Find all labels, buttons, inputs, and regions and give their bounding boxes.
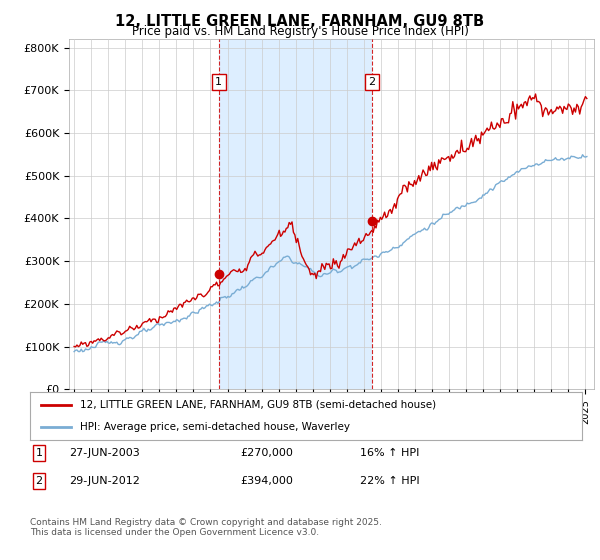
Text: £270,000: £270,000 bbox=[240, 448, 293, 458]
Text: Contains HM Land Registry data © Crown copyright and database right 2025.
This d: Contains HM Land Registry data © Crown c… bbox=[30, 518, 382, 538]
Text: Price paid vs. HM Land Registry's House Price Index (HPI): Price paid vs. HM Land Registry's House … bbox=[131, 25, 469, 38]
Text: 2: 2 bbox=[368, 77, 376, 87]
Text: 22% ↑ HPI: 22% ↑ HPI bbox=[360, 476, 419, 486]
Text: HPI: Average price, semi-detached house, Waverley: HPI: Average price, semi-detached house,… bbox=[80, 422, 350, 432]
Text: 27-JUN-2003: 27-JUN-2003 bbox=[69, 448, 140, 458]
Text: 12, LITTLE GREEN LANE, FARNHAM, GU9 8TB (semi-detached house): 12, LITTLE GREEN LANE, FARNHAM, GU9 8TB … bbox=[80, 400, 436, 410]
Text: 2: 2 bbox=[35, 476, 43, 486]
Text: 12, LITTLE GREEN LANE, FARNHAM, GU9 8TB: 12, LITTLE GREEN LANE, FARNHAM, GU9 8TB bbox=[115, 14, 485, 29]
Bar bbox=[219, 39, 372, 389]
Text: 16% ↑ HPI: 16% ↑ HPI bbox=[360, 448, 419, 458]
Text: £394,000: £394,000 bbox=[240, 476, 293, 486]
Text: 1: 1 bbox=[215, 77, 222, 87]
Text: 29-JUN-2012: 29-JUN-2012 bbox=[69, 476, 140, 486]
Text: 1: 1 bbox=[35, 448, 43, 458]
